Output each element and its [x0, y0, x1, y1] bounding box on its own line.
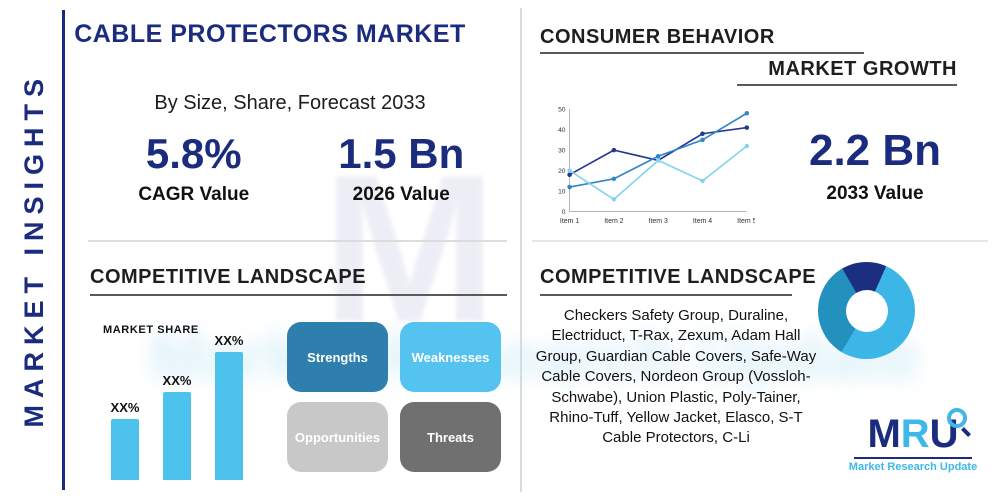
- row-divider-left: [88, 240, 507, 242]
- competitive-landscape-left-heading: COMPETITIVE LANDSCAPE: [90, 266, 367, 288]
- bar-value-label: XX%: [110, 400, 140, 416]
- bar-group: XX%: [155, 373, 199, 480]
- stat-cagr-label: CAGR Value: [138, 184, 250, 206]
- donut-chart: [818, 262, 915, 359]
- vertical-banner-label: MARKET INSIGHTS: [18, 72, 49, 428]
- svg-text:Item 5: Item 5: [737, 218, 755, 225]
- market-growth-heading: MARKET GROWTH: [768, 58, 957, 80]
- svg-text:Item 3: Item 3: [649, 218, 668, 225]
- bar-value-label: XX%: [162, 372, 192, 388]
- vertical-banner-rule: [62, 10, 65, 490]
- market-share-label: MARKET SHARE: [103, 324, 199, 336]
- market-growth-line-chart: 0 10 20 30 40 50 Item 1 Item 2 Item 3 Item 4 Item …: [558, 107, 755, 225]
- competitive-landscape-right-heading: COMPETITIVE LANDSCAPE: [540, 266, 817, 288]
- logo-subtitle: Market Research Update: [848, 461, 978, 473]
- market-growth-underline: [737, 84, 957, 86]
- bar-group: XX%: [103, 400, 147, 480]
- stat-cagr: 5.8% CAGR Value: [90, 130, 298, 206]
- logo-letter-r: R: [900, 412, 930, 456]
- logo-rule: [854, 457, 972, 459]
- stat-cagr-value: 5.8%: [145, 130, 242, 177]
- donut-hole: [845, 289, 888, 332]
- bar-group: XX%: [207, 333, 251, 480]
- stat-2033-label: 2033 Value: [826, 182, 924, 204]
- mru-logo: MRU Market Research Update: [838, 408, 988, 473]
- svg-text:0: 0: [562, 209, 566, 216]
- stats-row: 5.8% CAGR Value 1.5 Bn 2026 Value: [90, 130, 505, 206]
- market-share-bar-chart: XX% XX% XX%: [103, 333, 251, 480]
- swot-strengths: Strengths: [287, 322, 388, 392]
- svg-text:40: 40: [558, 127, 566, 134]
- svg-text:50: 50: [558, 107, 566, 114]
- svg-text:10: 10: [558, 189, 566, 196]
- stat-2026: 1.5 Bn 2026 Value: [298, 130, 506, 206]
- consumer-behavior-underline: [540, 52, 864, 54]
- swot-grid: Strengths Weaknesses Opportunities Threa…: [287, 322, 501, 472]
- vertical-banner: MARKET INSIGHTS: [8, 0, 60, 500]
- company-list: Checkers Safety Group, Duraline, Electri…: [535, 307, 817, 447]
- svg-text:Item 2: Item 2: [604, 218, 623, 225]
- swot-opportunities: Opportunities: [287, 402, 388, 472]
- page-title: CABLE PROTECTORS MARKET: [74, 20, 466, 48]
- competitive-landscape-left-underline: [90, 294, 507, 296]
- svg-text:Item 1: Item 1: [560, 218, 579, 225]
- svg-text:30: 30: [558, 148, 566, 155]
- page-subtitle: By Size, Share, Forecast 2033: [154, 92, 426, 114]
- bar-value-label: XX%: [214, 332, 244, 348]
- stat-2033: 2.2 Bn 2033 Value: [770, 126, 980, 205]
- mru-logo-text: MRU: [867, 408, 971, 456]
- competitive-landscape-right-underline: [540, 294, 792, 296]
- row-divider-right: [532, 240, 988, 242]
- column-divider: [520, 8, 522, 492]
- logo-letter-m: M: [867, 412, 901, 456]
- bar: [163, 391, 191, 480]
- stat-2033-value: 2.2 Bn: [808, 126, 942, 175]
- stat-2026-value: 1.5 Bn: [338, 130, 465, 177]
- consumer-behavior-heading: CONSUMER BEHAVIOR: [540, 26, 775, 48]
- swot-weaknesses: Weaknesses: [400, 322, 501, 392]
- svg-text:Item 4: Item 4: [693, 218, 712, 225]
- svg-text:20: 20: [558, 168, 566, 175]
- bar: [215, 351, 243, 480]
- magnifier-icon: [946, 408, 967, 428]
- magnifier-handle-icon: [960, 427, 971, 437]
- stat-2026-label: 2026 Value: [352, 184, 450, 206]
- swot-threats: Threats: [400, 402, 501, 472]
- bar: [111, 419, 139, 480]
